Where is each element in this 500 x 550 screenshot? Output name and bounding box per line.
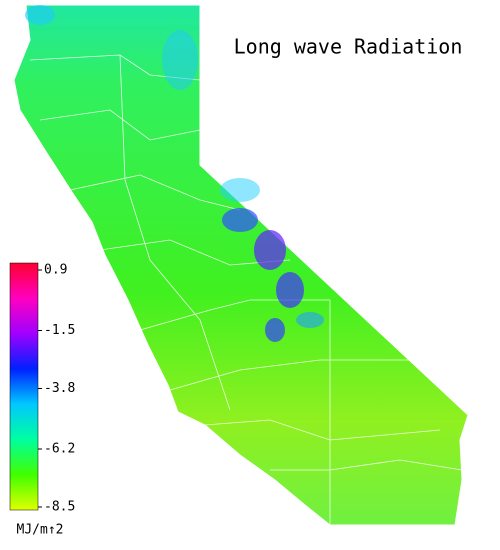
colorbar-tick-label: -3.8 [44, 381, 75, 396]
colorbar-tick-label: -1.5 [44, 323, 75, 338]
colorbar-tick-label: -8.5 [44, 500, 75, 515]
colorbar-tick-label: -6.2 [44, 442, 75, 457]
state-shape [13, 4, 469, 526]
county-lines [29, 54, 463, 525]
sierra-highlands [25, 5, 324, 342]
map-title: Long wave Radiation [234, 35, 463, 59]
colorbar-tick-label: 0.9 [44, 263, 67, 278]
colorbar [9, 262, 39, 511]
colorbar-unit: MJ/m↑2 [17, 523, 64, 538]
